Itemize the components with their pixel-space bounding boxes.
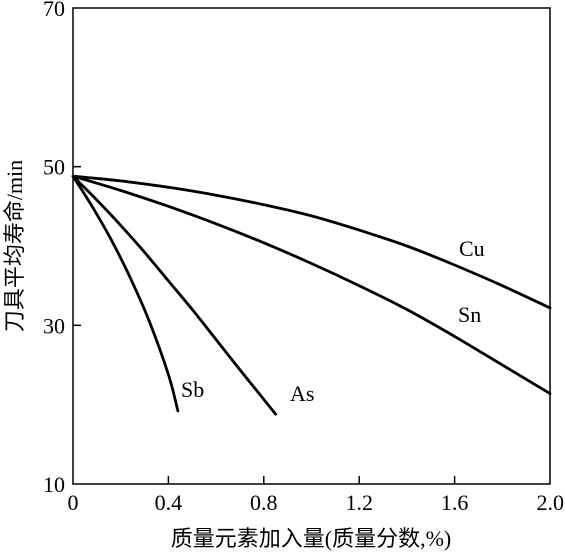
- series-line-cu: [71, 174, 552, 310]
- series-label-as: As: [290, 381, 314, 406]
- y-axis: 10 30 50 70: [43, 0, 81, 497]
- plot-frame: [72, 7, 551, 485]
- y-tick-label: 50: [43, 155, 65, 180]
- x-tick-label: 0.8: [250, 490, 278, 515]
- x-axis-title: 质量元素加入量(质量分数,%): [171, 526, 451, 551]
- y-tick-label: 30: [43, 313, 65, 338]
- series-label-sb: Sb: [181, 377, 204, 402]
- y-tick-label: 10: [43, 472, 65, 497]
- x-tick-label: 0.4: [155, 490, 183, 515]
- series-line-sb: [71, 174, 180, 413]
- series-line-as: [71, 174, 278, 416]
- x-tick-label: 0: [68, 490, 79, 515]
- series-label-sn: Sn: [458, 302, 481, 327]
- y-axis-title: 刀具平均寿命/min: [2, 160, 27, 332]
- x-tick-label: 1.2: [345, 490, 373, 515]
- series-lines: [71, 174, 552, 416]
- x-tick-label: 1.6: [441, 490, 469, 515]
- plot-area: [72, 7, 551, 485]
- x-axis: 0 0.4 0.8 1.2 1.6 2.0: [68, 476, 565, 515]
- series-line-sn: [71, 174, 552, 395]
- series-label-cu: Cu: [459, 236, 485, 261]
- x-tick-label: 2.0: [537, 490, 565, 515]
- y-tick-label: 70: [43, 0, 65, 21]
- series-labels: Cu Sn As Sb: [181, 236, 485, 406]
